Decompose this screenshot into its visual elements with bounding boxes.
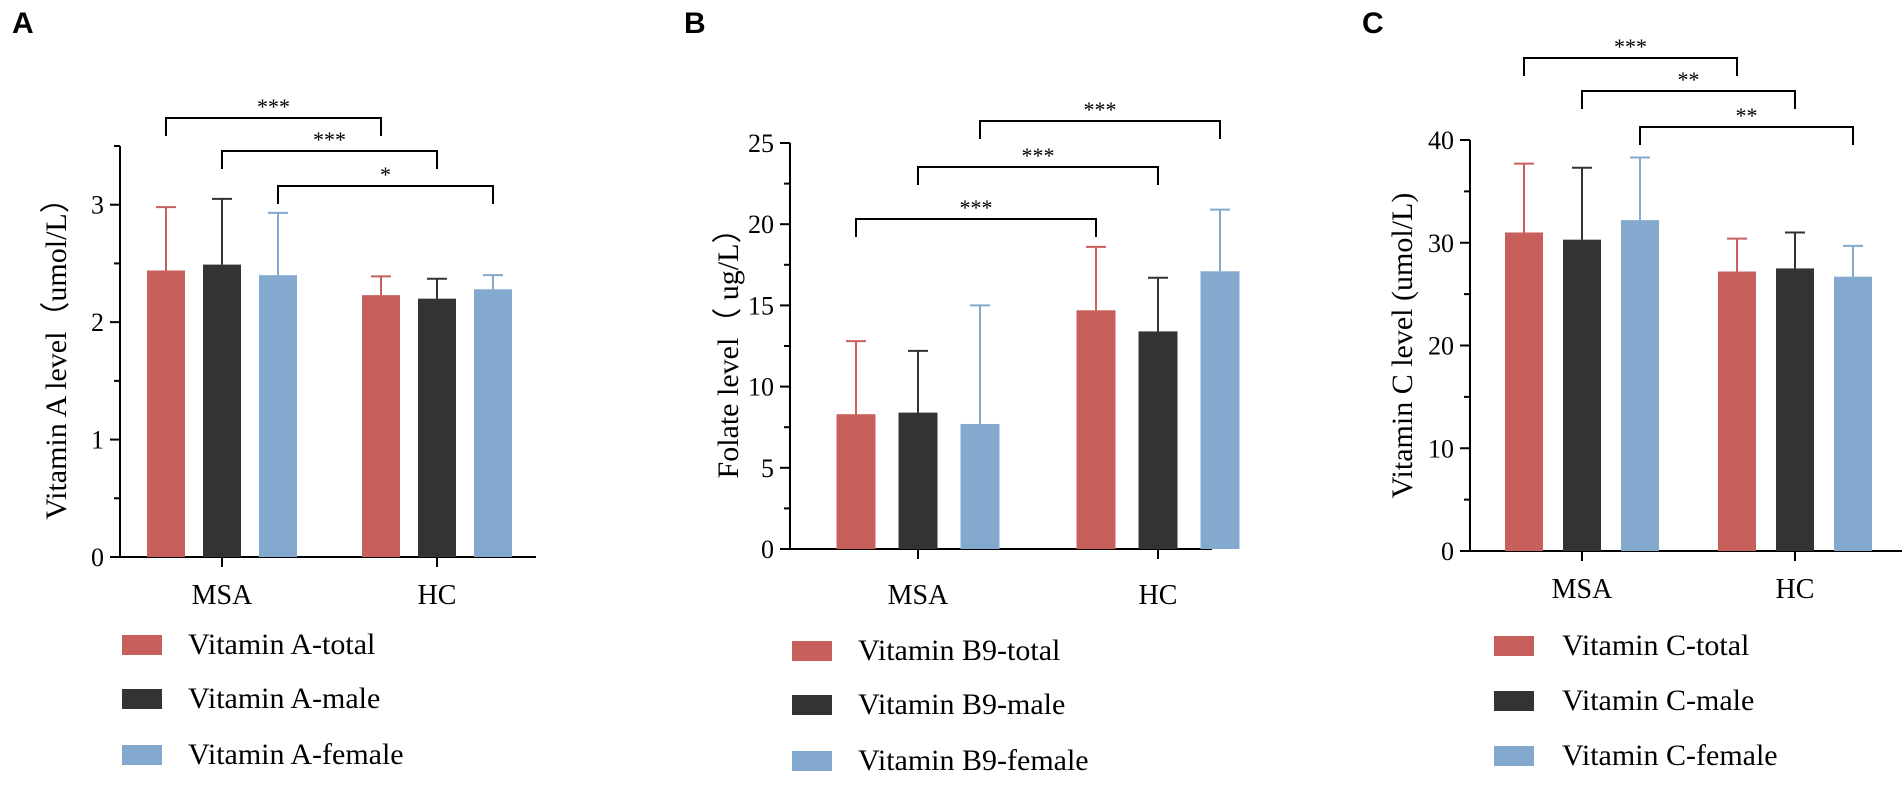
y-axis-title: Vitamin A level（umol/L） [40,183,73,520]
legend-label-female: Vitamin A-female [188,738,404,771]
bar-total-msa [836,414,876,549]
panel-letter: A [12,7,34,40]
significance-label: *** [1084,97,1117,122]
bar-male-msa [1563,239,1601,552]
legend-swatch-female [792,751,832,771]
x-tick-label: HC [418,580,457,611]
y-axis-title: Folate level（ ug/L） [712,214,745,479]
legend-swatch-female [1494,746,1534,766]
bar-male-hc [1138,331,1178,549]
significance-bracket [221,150,438,169]
x-tick-label: MSA [888,580,949,611]
bar-total-hc [1076,310,1116,549]
bar-female-hc [474,289,512,557]
x-tick-label: MSA [192,580,253,611]
y-tick-label: 1 [91,426,104,455]
significance-bracket [979,120,1221,139]
y-tick-label: 15 [748,291,774,320]
legend-swatch-total [122,635,162,655]
legend-label-total: Vitamin B9-total [858,634,1060,667]
bar-female-msa [960,423,1000,549]
y-tick-label: 2 [91,308,104,337]
legend-swatch-total [1494,636,1534,656]
panel-letter: B [684,7,706,40]
significance-label: *** [1022,143,1055,168]
significance-bracket [1523,57,1738,76]
chart-panel-c: C 0 10 20 30 40 Vitamin C level (umol/L) MSA HC *… [1362,7,1902,772]
y-tick-label: 0 [761,535,774,564]
bar-female-msa [259,275,297,557]
legend-swatch-male [122,689,162,709]
significance-label: *** [960,195,993,220]
significance-bracket [917,166,1159,185]
bar-male-hc [1776,268,1814,551]
y-axis-title: Vitamin C level (umol/L) [1386,193,1419,499]
significance-label: *** [313,127,346,152]
significance-label: *** [1614,34,1647,59]
significance-bracket [277,185,494,204]
x-tick-label: HC [1139,580,1178,611]
significance-label: * [380,162,391,187]
bar-total-msa [147,270,185,557]
y-tick-label: 20 [748,210,774,239]
legend-swatch-female [122,745,162,765]
y-tick-label: 10 [748,373,774,402]
legend-label-male: Vitamin C-male [1562,684,1754,717]
bar-male-hc [418,298,456,557]
legend-label-male: Vitamin B9-male [858,688,1065,721]
legend-label-male: Vitamin A-male [188,682,380,715]
bar-female-hc [1200,271,1240,549]
panel-letter: C [1362,7,1384,40]
bar-female-hc [1834,276,1872,551]
significance-label: ** [1736,103,1758,128]
bar-male-msa [898,412,938,549]
chart-panel-b: B 0 5 10 15 20 25 Folate level（ ug/L） MSA HC *** **… [684,7,1240,777]
y-tick-label: 5 [761,454,774,483]
y-tick-label: 3 [91,191,104,220]
bar-total-hc [1718,271,1756,551]
y-tick-label: 25 [748,129,774,158]
y-tick-label: 40 [1428,126,1454,155]
significance-label: *** [257,94,290,119]
bar-female-msa [1621,220,1659,551]
bar-male-msa [203,264,241,557]
significance-bracket [165,117,382,136]
significance-bracket [1581,90,1796,109]
y-tick-label: 30 [1428,229,1454,258]
legend-swatch-male [792,695,832,715]
significance-label: ** [1678,67,1700,92]
y-tick-label: 0 [91,543,104,572]
significance-bracket [855,218,1097,237]
legend-label-total: Vitamin A-total [188,628,375,661]
legend-label-female: Vitamin C-female [1562,739,1778,772]
legend-label-female: Vitamin B9-female [858,744,1089,777]
significance-bracket [1639,126,1854,145]
x-tick-label: MSA [1552,574,1613,605]
y-tick-label: 20 [1428,332,1454,361]
y-tick-label: 10 [1428,434,1454,463]
bar-total-msa [1505,232,1543,551]
legend-label-total: Vitamin C-total [1562,629,1749,662]
legend-swatch-total [792,641,832,661]
bar-total-hc [362,295,400,557]
x-tick-label: HC [1776,574,1815,605]
y-tick-label: 0 [1441,537,1454,566]
legend-swatch-male [1494,691,1534,711]
